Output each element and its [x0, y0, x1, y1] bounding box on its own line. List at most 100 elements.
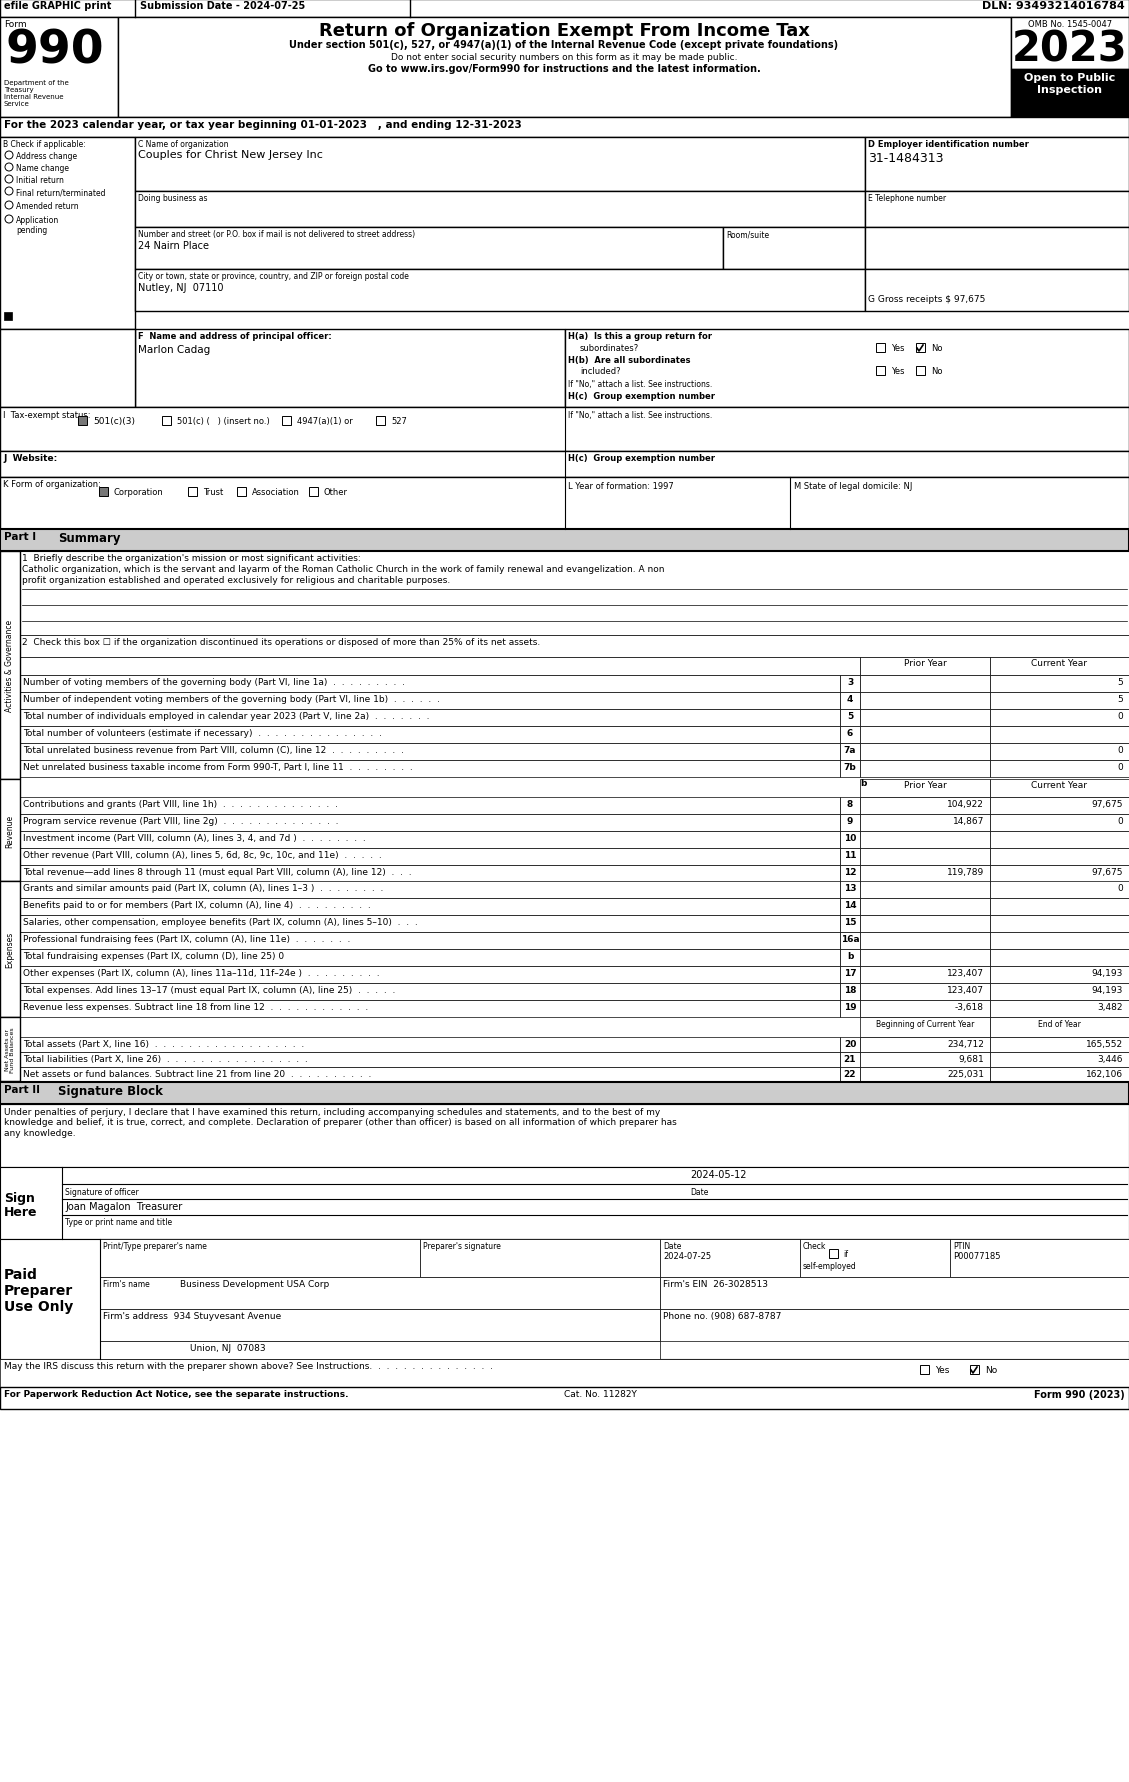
Bar [860, 1067, 990, 1082]
Text: Yes: Yes [891, 367, 904, 376]
Bar [100, 1310, 660, 1342]
Text: 2  Check this box ☐ if the organization discontinued its operations or disposed : 2 Check this box ☐ if the organization d… [21, 638, 541, 647]
Text: 14,867: 14,867 [953, 816, 984, 825]
Text: Catholic organization, which is the servant and layarm of the Roman Catholic Chu: Catholic organization, which is the serv… [21, 565, 665, 574]
Text: Firm's address  934 Stuyvesant Avenue: Firm's address 934 Stuyvesant Avenue [103, 1312, 281, 1320]
Text: L Year of formation: 1997: L Year of formation: 1997 [568, 481, 674, 490]
Text: Marlon Cadag: Marlon Cadag [138, 344, 210, 355]
Text: 7a: 7a [843, 745, 856, 754]
Bar [0, 118, 1129, 137]
Text: 5: 5 [1118, 677, 1123, 686]
Text: 2024-05-12: 2024-05-12 [690, 1169, 746, 1180]
Bar [0, 1238, 1129, 1360]
Text: 97,675: 97,675 [1092, 800, 1123, 809]
Text: 13: 13 [843, 884, 856, 893]
Text: Total assets (Part X, line 16)  .  .  .  .  .  .  .  .  .  .  .  .  .  .  .  .  : Total assets (Part X, line 16) . . . . .… [23, 1039, 304, 1048]
Text: No: No [984, 1365, 997, 1374]
Text: Joan Magalon  Treasurer: Joan Magalon Treasurer [65, 1201, 182, 1212]
Bar [135, 330, 564, 408]
Bar [860, 727, 990, 743]
Bar [916, 344, 925, 353]
Bar [20, 727, 840, 743]
Bar [660, 1278, 1129, 1310]
Bar [20, 1037, 840, 1053]
Bar [990, 882, 1129, 898]
Text: 94,193: 94,193 [1092, 985, 1123, 994]
Bar [860, 848, 990, 866]
Text: 0: 0 [1118, 763, 1123, 772]
Bar [0, 330, 135, 408]
Text: 10: 10 [843, 834, 856, 843]
Text: Total revenue—add lines 8 through 11 (must equal Part VIII, column (A), line 12): Total revenue—add lines 8 through 11 (mu… [23, 868, 412, 877]
Bar [20, 1053, 840, 1067]
Text: b: b [847, 952, 854, 960]
Bar [990, 966, 1129, 984]
Text: Total number of individuals employed in calendar year 2023 (Part V, line 2a)  . : Total number of individuals employed in … [23, 711, 429, 720]
Text: Professional fundraising fees (Part IX, column (A), line 11e)  .  .  .  .  .  . : Professional fundraising fees (Part IX, … [23, 934, 350, 943]
Bar [990, 932, 1129, 950]
Text: Business Development USA Corp: Business Development USA Corp [180, 1279, 330, 1288]
Text: 0: 0 [1118, 884, 1123, 893]
Text: 0: 0 [1118, 816, 1123, 825]
Bar [20, 916, 840, 932]
Text: Net Assets or
Fund Balances: Net Assets or Fund Balances [5, 1026, 16, 1073]
Bar [840, 727, 860, 743]
Text: P00077185: P00077185 [953, 1251, 1000, 1260]
Bar [990, 916, 1129, 932]
Text: Type or print name and title: Type or print name and title [65, 1217, 172, 1226]
Bar [20, 709, 840, 727]
Bar [100, 1238, 420, 1278]
Text: E Telephone number: E Telephone number [868, 194, 946, 203]
Text: H(a)  Is this a group return for: H(a) Is this a group return for [568, 331, 712, 340]
Bar [990, 832, 1129, 848]
Bar [840, 932, 860, 950]
Bar [860, 761, 990, 777]
Text: Firm's EIN  26-3028513: Firm's EIN 26-3028513 [663, 1279, 768, 1288]
Text: 165,552: 165,552 [1086, 1039, 1123, 1048]
Bar [281, 417, 290, 426]
Bar [860, 866, 990, 882]
Bar [20, 693, 840, 709]
Text: subordinates?: subordinates? [580, 344, 639, 353]
Bar [990, 779, 1129, 798]
Text: K Form of organization:: K Form of organization: [3, 479, 100, 488]
Text: End of Year: End of Year [1038, 1019, 1080, 1028]
Text: 501(c)(3): 501(c)(3) [93, 417, 135, 426]
Text: 8: 8 [847, 800, 854, 809]
Bar [860, 832, 990, 848]
Text: Activities & Governance: Activities & Governance [6, 620, 15, 711]
Bar [860, 898, 990, 916]
Bar [20, 848, 840, 866]
Text: Total liabilities (Part X, line 26)  .  .  .  .  .  .  .  .  .  .  .  .  .  .  .: Total liabilities (Part X, line 26) . . … [23, 1055, 308, 1064]
Bar [0, 1018, 20, 1082]
Text: 16a: 16a [841, 934, 859, 943]
Text: D Employer identification number: D Employer identification number [868, 141, 1029, 150]
Text: Current Year: Current Year [1031, 659, 1087, 668]
Text: 31-1484313: 31-1484313 [868, 151, 944, 166]
Text: 17: 17 [843, 968, 856, 978]
Bar [100, 1278, 660, 1310]
Bar [20, 984, 840, 1000]
Bar [990, 693, 1129, 709]
Bar [0, 0, 1129, 18]
Text: Investment income (Part VIII, column (A), lines 3, 4, and 7d )  .  .  .  .  .  .: Investment income (Part VIII, column (A)… [23, 834, 366, 843]
Bar [840, 966, 860, 984]
Text: 234,712: 234,712 [947, 1039, 984, 1048]
Bar [20, 761, 840, 777]
Text: 527: 527 [391, 417, 406, 426]
Bar [20, 950, 840, 966]
Bar [840, 709, 860, 727]
Bar [860, 658, 990, 675]
Text: May the IRS discuss this return with the preparer shown above? See Instructions.: May the IRS discuss this return with the… [5, 1361, 493, 1370]
Text: 24 Nairn Place: 24 Nairn Place [138, 241, 209, 251]
Bar [20, 658, 860, 675]
Bar [20, 814, 840, 832]
Text: 4: 4 [847, 695, 854, 704]
Bar [860, 916, 990, 932]
Text: Preparer's signature: Preparer's signature [423, 1242, 501, 1251]
Text: if: if [843, 1249, 848, 1258]
Bar [840, 675, 860, 693]
Text: 20: 20 [843, 1039, 856, 1048]
Text: 2023: 2023 [1012, 29, 1128, 69]
Text: Form: Form [5, 20, 27, 29]
